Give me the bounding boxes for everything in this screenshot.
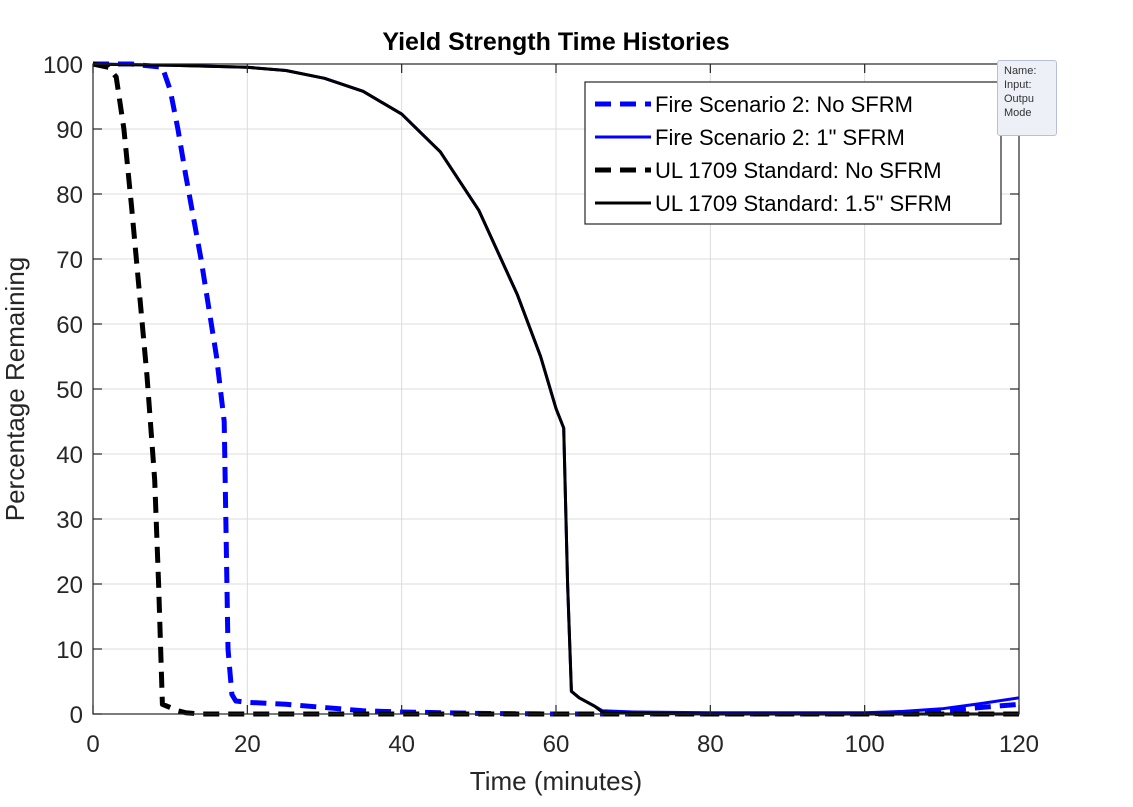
- legend-box: [584, 81, 1002, 225]
- y-tick-label: 100: [43, 52, 83, 79]
- legend[interactable]: Fire Scenario 2: No SFRM Fire Scenario 2:…: [584, 81, 1002, 225]
- y-tick-label: 20: [56, 572, 83, 599]
- tooltip-line: Mode: [1004, 107, 1032, 119]
- x-axis-label: Time (minutes): [470, 766, 642, 796]
- axis-ticks: 0 20 40 60 80 100 120 0 10 20 30 40 50 60 70 80 90 100: [43, 52, 1039, 758]
- y-tick-label: 30: [56, 507, 83, 534]
- tooltip-line: Input:: [1004, 79, 1032, 91]
- x-tick-label: 0: [86, 731, 99, 758]
- tooltip-line: Name:: [1004, 65, 1037, 77]
- y-tick-label: 0: [70, 702, 83, 729]
- tooltip-line: Outpu: [1004, 93, 1034, 105]
- legend-entry-label: Fire Scenario 2: No SFRM: [655, 92, 913, 117]
- x-tick-label: 100: [845, 731, 885, 758]
- y-tick-label: 40: [56, 442, 83, 469]
- y-tick-label: 70: [56, 247, 83, 274]
- legend-entry-label: Fire Scenario 2: 1" SFRM: [655, 125, 905, 150]
- x-tick-label: 60: [543, 731, 570, 758]
- y-tick-label: 50: [56, 377, 83, 404]
- x-tick-label: 120: [999, 731, 1039, 758]
- y-tick-label: 90: [56, 117, 83, 144]
- chart-title: Yield Strength Time Histories: [382, 28, 729, 56]
- x-tick-label: 80: [697, 731, 724, 758]
- datatip-tooltip: Name: Input: Outpu Mode: [997, 60, 1057, 136]
- legend-entry-label: UL 1709 Standard: No SFRM: [655, 158, 942, 183]
- y-tick-label: 80: [56, 182, 83, 209]
- y-tick-label: 10: [56, 637, 83, 664]
- x-tick-label: 20: [234, 731, 261, 758]
- y-axis-label: Percentage Remaining: [0, 257, 30, 522]
- legend-entry-label: UL 1709 Standard: 1.5" SFRM: [655, 191, 952, 216]
- y-tick-label: 60: [56, 312, 83, 339]
- x-tick-label: 40: [388, 731, 415, 758]
